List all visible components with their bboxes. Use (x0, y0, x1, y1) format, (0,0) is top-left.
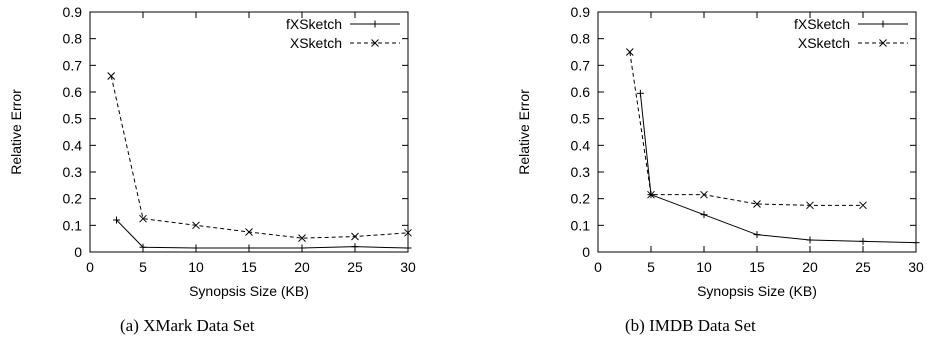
y-tick-label: 0.7 (63, 57, 83, 73)
y-tick-label: 0 (582, 244, 590, 260)
data-point-XSketch (625, 48, 634, 56)
y-tick-label: 0.6 (571, 84, 591, 100)
x-tick-label: 10 (188, 259, 204, 275)
x-tick-label: 0 (594, 259, 602, 275)
data-point-fXSketch (245, 244, 253, 252)
y-tick-label: 0.2 (571, 191, 591, 207)
y-axis-label: Relative Error (8, 89, 24, 175)
data-point-XSketch (859, 201, 867, 210)
data-point-XSketch (753, 200, 761, 208)
data-point-XSketch (404, 228, 412, 237)
y-axis-label: Relative Error (516, 89, 532, 175)
y-tick-label: 0.4 (571, 137, 591, 153)
y-tick-label: 0.9 (571, 4, 591, 20)
y-tick-label: 0.8 (571, 31, 591, 47)
x-tick-label: 15 (241, 259, 257, 275)
plot-frame (597, 11, 917, 253)
data-point-XSketch (139, 214, 147, 223)
data-point-fXSketch (700, 211, 708, 219)
data-point-XSketch (647, 190, 655, 199)
data-point-fXSketch (404, 244, 412, 252)
y-tick-label: 0.6 (63, 84, 83, 100)
x-tick-label: 30 (400, 259, 416, 275)
y-tick-label: 0.7 (571, 57, 591, 73)
data-point-XSketch (351, 232, 359, 241)
data-point-XSketch (298, 234, 306, 242)
data-point-XSketch (806, 201, 814, 210)
x-tick-label: 20 (802, 259, 818, 275)
x-tick-label: 5 (647, 259, 655, 275)
legend-marker-fXSketch (879, 20, 887, 28)
y-tick-label: 0.1 (571, 217, 591, 233)
x-tick-label: 0 (86, 259, 94, 275)
y-tick-label: 0.3 (571, 164, 591, 180)
data-point-fXSketch (753, 231, 761, 239)
data-point-fXSketch (113, 216, 120, 224)
y-tick-label: 0.5 (571, 111, 591, 127)
data-point-fXSketch (859, 237, 867, 245)
series-line-fXSketch (639, 93, 917, 244)
y-tick-label: 0.2 (63, 191, 83, 207)
y-tick-label: 0.8 (63, 31, 83, 47)
x-tick-label: 10 (696, 259, 712, 275)
y-tick-label: 0 (74, 244, 82, 260)
legend-label-XSketch: XSketch (798, 35, 850, 51)
x-axis-label: Synopsis Size (KB) (189, 283, 309, 299)
y-tick-label: 0.4 (63, 137, 83, 153)
panel-caption: (a) XMark Data Set (120, 316, 255, 335)
legend-marker-XSketch (879, 39, 887, 47)
chart-panel-1: 0 0.1 0.2 0.3 0.4 0.5 0.6 0.7 0.8 0.9 0 5 10 15 20 25 30… (8, 4, 416, 335)
x-tick-label: 30 (908, 259, 924, 275)
y-tick-label: 0.5 (63, 111, 83, 127)
x-tick-label: 25 (347, 259, 363, 275)
legend-marker-XSketch (371, 39, 379, 47)
x-tick-label: 20 (294, 259, 310, 275)
data-point-fXSketch (351, 243, 359, 251)
data-point-fXSketch (192, 244, 200, 252)
data-point-XSketch (192, 221, 200, 230)
data-point-fXSketch (139, 243, 147, 251)
chart-panel-2: 0 0.1 0.2 0.3 0.4 0.5 0.6 0.7 0.8 0.9 0 5 10 15 20 25 30… (516, 4, 924, 335)
y-tick-label: 0.9 (63, 4, 83, 20)
x-tick-label: 5 (139, 259, 147, 275)
plot-frame (89, 11, 409, 253)
legend-label-fXSketch: fXSketch (286, 16, 342, 32)
x-tick-label: 25 (855, 259, 871, 275)
y-tick-label: 0.1 (63, 217, 83, 233)
series-line-XSketch (110, 75, 409, 239)
data-point-fXSketch (636, 89, 644, 97)
legend-label-XSketch: XSketch (290, 35, 342, 51)
data-point-XSketch (245, 228, 253, 236)
data-point-fXSketch (912, 239, 920, 247)
data-point-XSketch (700, 190, 708, 199)
x-tick-label: 15 (749, 259, 765, 275)
y-tick-label: 0.3 (63, 164, 83, 180)
x-axis-label: Synopsis Size (KB) (697, 283, 817, 299)
legend-label-fXSketch: fXSketch (794, 16, 850, 32)
series-line-XSketch (629, 51, 863, 206)
data-point-fXSketch (806, 236, 814, 244)
data-point-XSketch (107, 72, 116, 80)
panel-caption: (b) IMDB Data Set (625, 316, 756, 335)
data-point-fXSketch (298, 244, 306, 252)
legend-marker-fXSketch (371, 20, 379, 28)
